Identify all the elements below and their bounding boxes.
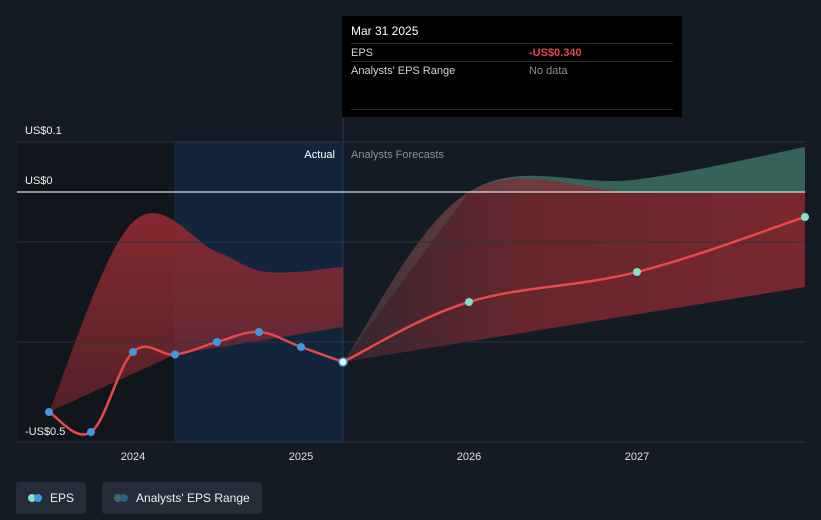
tooltip-eps-row: EPS -US$0.340 bbox=[351, 43, 673, 61]
eps-point-selected bbox=[338, 357, 348, 367]
legend-range-button[interactable]: Analysts' EPS Range bbox=[102, 482, 262, 514]
y-label-top: US$0.1 bbox=[25, 125, 62, 137]
legend-range-label: Analysts' EPS Range bbox=[136, 491, 250, 505]
eps-forecast-line bbox=[342, 215, 806, 364]
y-label-zero: US$0 bbox=[25, 175, 53, 187]
tooltip-range-value: No data bbox=[529, 64, 568, 77]
eps-forecast-point bbox=[801, 213, 809, 221]
eps-actual-point bbox=[171, 350, 179, 359]
range-legend-icon bbox=[114, 494, 129, 502]
x-tick-2026: 2026 bbox=[457, 451, 481, 463]
eps-actual-line bbox=[48, 330, 344, 436]
eps-legend-icon bbox=[28, 494, 42, 502]
actual-zone-label: Actual bbox=[304, 149, 335, 161]
tooltip-date: Mar 31 2025 bbox=[351, 24, 419, 38]
eps-actual-point bbox=[297, 343, 305, 351]
legend-eps-button[interactable]: EPS bbox=[16, 482, 87, 514]
tooltip-range-label: Analysts' EPS Range bbox=[351, 64, 456, 77]
eps-actual-point bbox=[129, 348, 137, 356]
tooltip: Mar 31 2025 EPS -US$0.340 Analysts' EPS … bbox=[342, 16, 682, 117]
legend: EPS Analysts' EPS Range bbox=[16, 482, 262, 514]
eps-actual-point bbox=[45, 408, 53, 416]
forecast-zone-label: Analysts Forecasts bbox=[351, 149, 444, 161]
eps-actual-point bbox=[87, 428, 95, 436]
tooltip-eps-label: EPS bbox=[351, 46, 374, 59]
actual-eps-range-area bbox=[49, 213, 343, 412]
eps-actual-point bbox=[255, 328, 263, 336]
x-tick-2025: 2025 bbox=[289, 451, 313, 463]
y-label-bottom: -US$0.5 bbox=[25, 426, 65, 438]
x-tick-2024: 2024 bbox=[121, 451, 145, 463]
tooltip-eps-value: -US$0.340 bbox=[529, 46, 582, 59]
eps-actual-point bbox=[213, 338, 221, 346]
eps-forecast-point bbox=[465, 298, 473, 306]
forecast-eps-range-area bbox=[343, 178, 805, 362]
tooltip-range-row: Analysts' EPS Range No data bbox=[351, 61, 673, 79]
legend-eps-label: EPS bbox=[50, 491, 75, 505]
eps-forecast-point bbox=[633, 268, 641, 276]
x-tick-2027: 2027 bbox=[625, 451, 649, 463]
tooltip-divider bbox=[351, 109, 673, 110]
